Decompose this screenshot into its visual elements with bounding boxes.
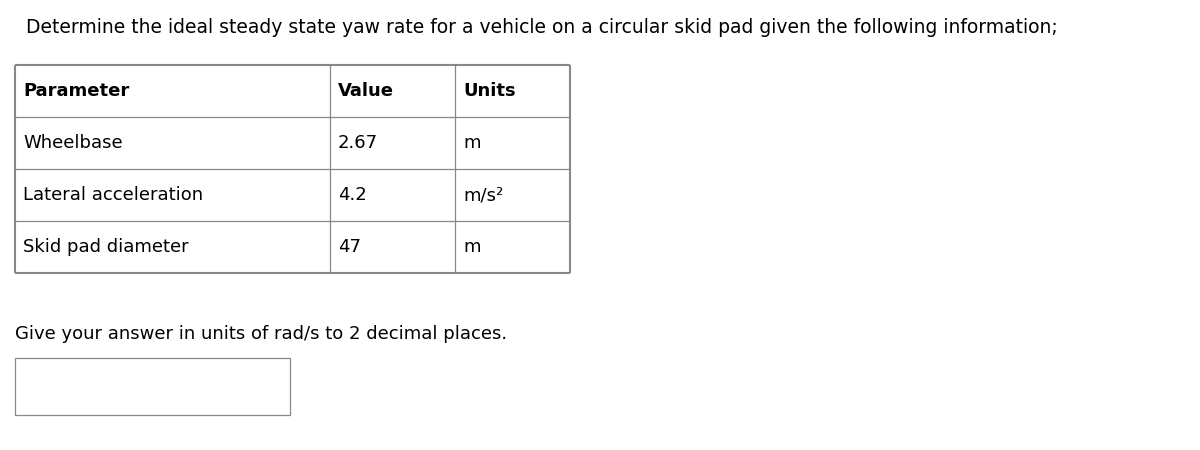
Text: Value: Value <box>338 82 394 100</box>
Text: Wheelbase: Wheelbase <box>23 134 122 152</box>
Text: Determine the ideal steady state yaw rate for a vehicle on a circular skid pad g: Determine the ideal steady state yaw rat… <box>26 18 1058 37</box>
Text: Lateral acceleration: Lateral acceleration <box>23 186 203 204</box>
Text: 4.2: 4.2 <box>338 186 367 204</box>
Text: m: m <box>463 238 480 256</box>
Bar <box>14 358 290 415</box>
Text: Skid pad diameter: Skid pad diameter <box>23 238 188 256</box>
Text: Give your answer in units of rad/s to 2 decimal places.: Give your answer in units of rad/s to 2 … <box>14 325 508 343</box>
Text: 47: 47 <box>338 238 361 256</box>
Text: m/s²: m/s² <box>463 186 503 204</box>
Text: 2.67: 2.67 <box>338 134 378 152</box>
Text: Parameter: Parameter <box>23 82 130 100</box>
Text: m: m <box>463 134 480 152</box>
Text: Units: Units <box>463 82 516 100</box>
